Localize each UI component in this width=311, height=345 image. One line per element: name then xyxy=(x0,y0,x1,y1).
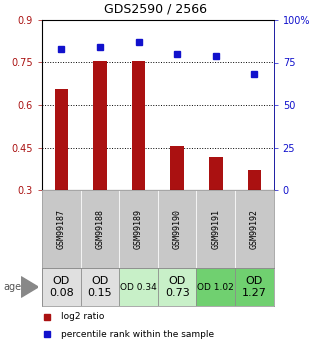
Text: OD
0.15: OD 0.15 xyxy=(88,276,112,298)
Text: age: age xyxy=(3,282,21,292)
Bar xyxy=(197,190,235,268)
Text: OD 0.34: OD 0.34 xyxy=(120,283,157,292)
Text: GSM99190: GSM99190 xyxy=(173,209,182,249)
Bar xyxy=(235,268,274,306)
Text: percentile rank within the sample: percentile rank within the sample xyxy=(61,329,214,338)
Bar xyxy=(158,268,197,306)
Text: log2 ratio: log2 ratio xyxy=(61,313,104,322)
Bar xyxy=(81,268,119,306)
Text: GSM99192: GSM99192 xyxy=(250,209,259,249)
Bar xyxy=(54,89,68,190)
Bar xyxy=(248,170,261,190)
Bar xyxy=(158,190,197,268)
Text: OD
0.08: OD 0.08 xyxy=(49,276,74,298)
Bar xyxy=(119,190,158,268)
Bar xyxy=(197,268,235,306)
Bar xyxy=(132,61,145,190)
Text: GSM99188: GSM99188 xyxy=(95,209,104,249)
Text: OD
1.27: OD 1.27 xyxy=(242,276,267,298)
Text: GSM99187: GSM99187 xyxy=(57,209,66,249)
Text: GSM99189: GSM99189 xyxy=(134,209,143,249)
Text: OD 1.02: OD 1.02 xyxy=(197,283,234,292)
Bar xyxy=(81,190,119,268)
Bar xyxy=(235,190,274,268)
Bar xyxy=(42,268,81,306)
Bar xyxy=(42,190,81,268)
Polygon shape xyxy=(21,277,38,297)
Text: OD
0.73: OD 0.73 xyxy=(165,276,189,298)
Text: GDS2590 / 2566: GDS2590 / 2566 xyxy=(104,3,207,16)
Bar xyxy=(170,146,184,190)
Bar xyxy=(119,268,158,306)
Bar xyxy=(93,61,107,190)
Bar xyxy=(209,157,222,190)
Text: GSM99191: GSM99191 xyxy=(211,209,220,249)
